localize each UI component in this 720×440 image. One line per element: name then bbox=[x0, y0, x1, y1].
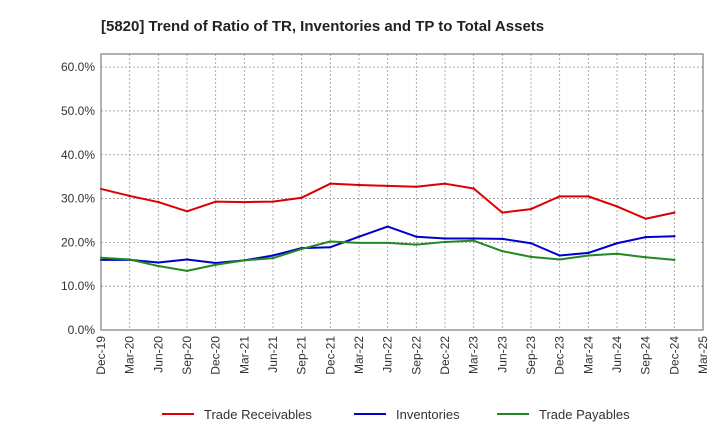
data-point bbox=[501, 249, 504, 253]
x-tick-label: Dec-20 bbox=[209, 336, 223, 375]
chart-title: [5820] Trend of Ratio of TR, Inventories… bbox=[101, 18, 544, 35]
y-axis: 0.0% 10.0% 20.0% 30.0% 40.0% 50.0% 60.0% bbox=[61, 60, 95, 337]
data-point bbox=[271, 200, 275, 203]
data-point bbox=[673, 235, 676, 238]
x-tick-label: Jun-22 bbox=[381, 336, 395, 373]
x-tick-label: Dec-22 bbox=[438, 336, 452, 375]
x-tick-label: Mar-23 bbox=[467, 336, 481, 374]
data-point bbox=[587, 195, 590, 198]
data-point bbox=[529, 207, 533, 211]
x-tick-label: Jun-20 bbox=[151, 336, 165, 373]
y-tick-label: 20.0% bbox=[61, 235, 95, 249]
data-point bbox=[214, 200, 217, 203]
y-tick-label: 40.0% bbox=[61, 148, 95, 162]
series-layer bbox=[99, 182, 676, 273]
data-point bbox=[415, 185, 418, 188]
x-tick-label: Mar-20 bbox=[123, 336, 137, 374]
x-tick-label: Dec-23 bbox=[553, 336, 567, 375]
series-line bbox=[100, 182, 675, 220]
data-point bbox=[243, 259, 246, 262]
data-point bbox=[300, 247, 303, 251]
data-point bbox=[501, 237, 504, 241]
data-point bbox=[157, 200, 160, 204]
data-point bbox=[329, 240, 332, 243]
data-point bbox=[157, 261, 160, 264]
data-point bbox=[673, 258, 676, 262]
y-tick-label: 30.0% bbox=[61, 192, 95, 206]
x-tick-label: Sep-20 bbox=[180, 336, 194, 375]
y-tick-label: 10.0% bbox=[61, 279, 95, 293]
data-point bbox=[587, 254, 590, 257]
data-point bbox=[415, 243, 418, 246]
x-tick-label: Jun-21 bbox=[266, 336, 280, 373]
data-point bbox=[357, 183, 361, 187]
data-point bbox=[644, 256, 647, 259]
plot-frame bbox=[100, 53, 704, 331]
data-point bbox=[214, 263, 217, 266]
x-axis: Dec-19 Mar-20 Jun-20 Sep-20 Dec-20 Mar-21 Jun-… bbox=[94, 336, 710, 375]
data-point bbox=[443, 237, 447, 240]
data-point bbox=[443, 240, 447, 244]
data-point bbox=[443, 182, 447, 185]
data-point bbox=[644, 217, 647, 220]
data-point bbox=[415, 235, 418, 238]
data-point bbox=[472, 187, 475, 190]
grid-layer bbox=[101, 54, 703, 330]
data-point bbox=[185, 258, 189, 261]
data-point bbox=[615, 205, 619, 208]
y-tick-label: 0.0% bbox=[68, 323, 96, 337]
x-tick-label: Dec-21 bbox=[323, 336, 337, 375]
data-point bbox=[587, 251, 590, 255]
data-point bbox=[615, 242, 619, 245]
data-point bbox=[214, 261, 217, 265]
x-tick-label: Mar-25 bbox=[696, 336, 710, 374]
data-point bbox=[501, 211, 504, 214]
data-point bbox=[673, 211, 676, 214]
data-point bbox=[300, 196, 303, 199]
data-point bbox=[615, 252, 619, 255]
data-point bbox=[128, 258, 131, 261]
data-point bbox=[243, 200, 246, 204]
x-tick-label: Mar-24 bbox=[581, 336, 595, 374]
data-point bbox=[157, 264, 160, 268]
data-point bbox=[128, 194, 131, 198]
data-point bbox=[644, 235, 647, 239]
data-point bbox=[357, 241, 361, 245]
legend-label: Trade Payables bbox=[539, 407, 630, 422]
data-point bbox=[386, 241, 389, 245]
data-point bbox=[558, 254, 561, 257]
data-point bbox=[185, 269, 189, 273]
data-point bbox=[472, 237, 475, 240]
x-tick-label: Jun-23 bbox=[495, 336, 509, 373]
y-tick-label: 60.0% bbox=[61, 60, 95, 74]
data-point bbox=[185, 210, 189, 213]
x-tick-label: Mar-21 bbox=[237, 336, 251, 374]
data-point bbox=[558, 195, 561, 198]
x-tick-label: Sep-22 bbox=[409, 336, 423, 375]
data-point bbox=[329, 182, 332, 185]
legend-label: Trade Receivables bbox=[204, 407, 312, 422]
data-point bbox=[472, 239, 475, 242]
data-point bbox=[271, 256, 275, 260]
legend-label: Inventories bbox=[396, 407, 460, 422]
x-tick-label: Sep-21 bbox=[295, 336, 309, 375]
x-tick-label: Jun-24 bbox=[610, 336, 624, 373]
data-point bbox=[386, 184, 389, 188]
data-point bbox=[357, 235, 361, 238]
data-point bbox=[529, 255, 533, 259]
x-tick-label: Mar-22 bbox=[352, 336, 366, 374]
data-point bbox=[329, 246, 332, 249]
legend: Trade Receivables Inventories Trade Payabl… bbox=[162, 407, 630, 422]
x-tick-label: Sep-24 bbox=[639, 336, 653, 375]
data-point bbox=[529, 242, 533, 245]
y-tick-label: 50.0% bbox=[61, 104, 95, 118]
data-point bbox=[271, 254, 275, 257]
data-point bbox=[386, 225, 389, 228]
x-tick-label: Sep-23 bbox=[524, 336, 538, 375]
series-line bbox=[101, 225, 675, 264]
data-point bbox=[558, 258, 561, 261]
x-tick-label: Dec-19 bbox=[94, 336, 108, 375]
x-tick-label: Dec-24 bbox=[667, 336, 681, 375]
